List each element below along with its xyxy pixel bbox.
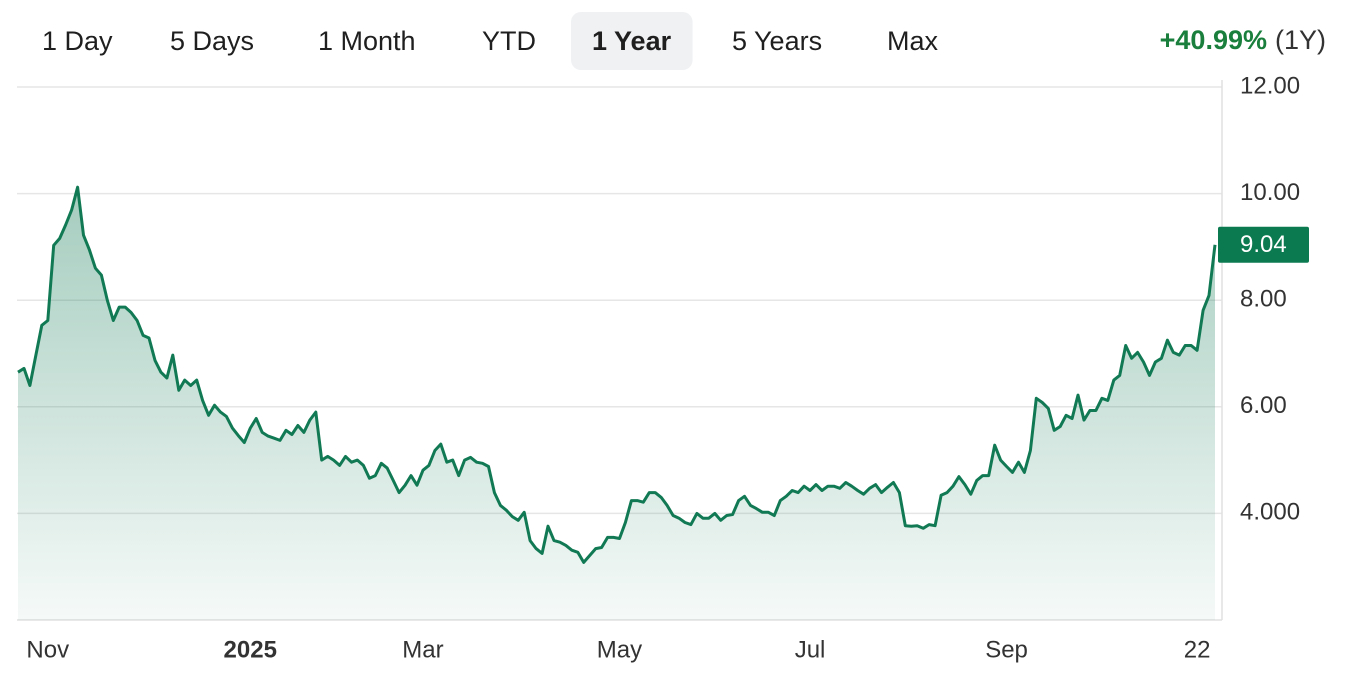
change: +40.99%: [1160, 25, 1267, 55]
range-tab[interactable]: 1 Year: [592, 26, 672, 56]
y-tick-label: 4.000: [1240, 499, 1300, 526]
plot: 4.000 6.00 8.00 10.00 12.00 Nov 2025 Mar May Jul S…: [17, 72, 1309, 663]
performance: +40.99% (1Y): [1160, 25, 1326, 55]
y-tick-label: 10.00: [1240, 179, 1300, 206]
price-line: [17, 185, 1217, 564]
range-tab[interactable]: 1 Day: [42, 26, 113, 56]
range-tab[interactable]: 1 Month: [318, 26, 416, 56]
x-tick-label: Sep: [985, 636, 1028, 663]
range-tab[interactable]: 5 Days: [170, 26, 254, 56]
x-tick-label: Mar: [402, 636, 443, 663]
area: [18, 187, 1215, 620]
range-tab[interactable]: 5 Years: [732, 26, 822, 56]
x-tick-label: 22: [1184, 636, 1211, 663]
x-tick-label: Jul: [795, 636, 826, 663]
x-tick-label: 2025: [224, 636, 277, 663]
period: (1Y): [1275, 25, 1326, 55]
y-tick-label: 6.00: [1240, 392, 1287, 419]
x-tick-label: Nov: [26, 636, 69, 663]
active-tab-bg: [571, 12, 693, 70]
range-tabs: 1 Day 5 Days 1 Month YTD 1 Year 5 Years Max: [42, 12, 939, 70]
range-tab[interactable]: Max: [887, 26, 939, 56]
y-tick-label: 12.00: [1240, 72, 1300, 99]
y-tick-label: 8.00: [1240, 286, 1287, 313]
price-badge-label: 9.04: [1240, 231, 1287, 258]
price-badge: [1218, 226, 1309, 263]
x-tick-label: May: [597, 636, 642, 663]
range-tab[interactable]: YTD: [482, 26, 536, 56]
